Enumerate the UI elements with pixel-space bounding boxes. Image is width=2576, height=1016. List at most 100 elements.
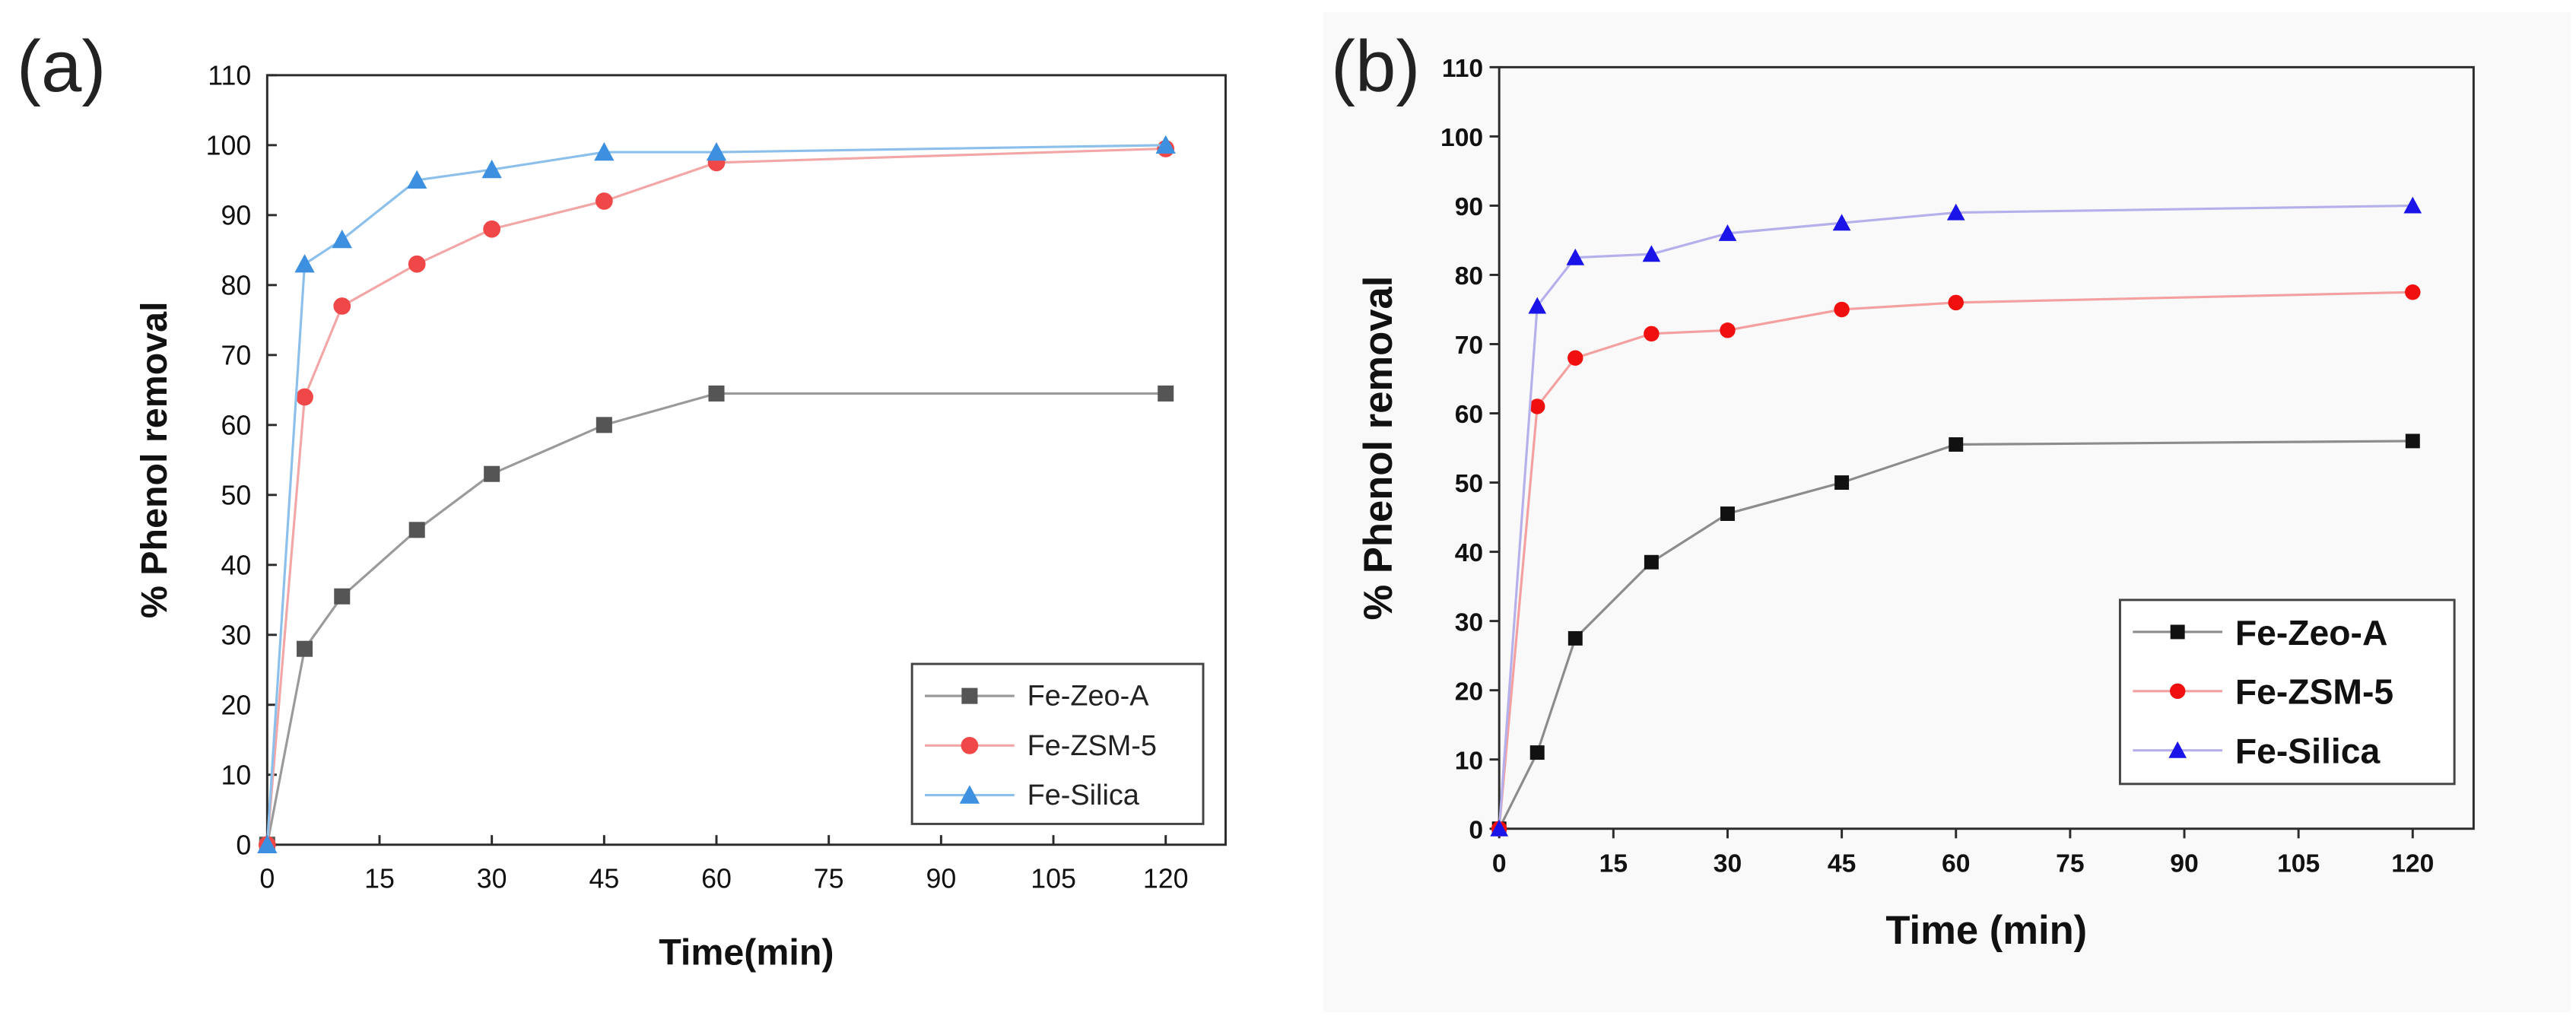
x-tick-label: 0 (1492, 850, 1507, 878)
data-point (1566, 248, 1585, 265)
x-tick-label: 75 (814, 864, 844, 894)
data-point (296, 388, 313, 406)
data-point (1948, 294, 1964, 311)
data-point (1158, 385, 1174, 402)
x-tick-label: 60 (1942, 850, 1970, 878)
series-line (1498, 204, 2413, 829)
data-point (407, 170, 427, 189)
series-line (265, 392, 1166, 846)
y-tick-label: 110 (208, 60, 251, 90)
y-axis-title: % Phenol removal (1356, 276, 1401, 621)
y-tick-label: 10 (1455, 747, 1483, 775)
y-tick-label: 80 (221, 270, 252, 300)
data-point (408, 522, 425, 538)
series-fe-zsm-5 (1491, 284, 2421, 837)
legend-label: Fe-Silica (2235, 731, 2381, 770)
data-point (706, 141, 727, 161)
y-tick-label: 100 (1440, 124, 1483, 152)
chart-a: 0 10 20 30 40 50 60 70 80 90 100 110 0 15 30 45 60 75 90 10… (134, 60, 1227, 973)
data-point (594, 141, 615, 161)
legend: Fe-Zeo-A Fe-ZSM-5 Fe-Silica (2118, 598, 2456, 786)
data-point (257, 834, 278, 853)
y-tick-label: 50 (221, 480, 252, 510)
series-fe-zeo-a (259, 385, 1174, 853)
data-point (2405, 433, 2420, 449)
legend-marker (961, 736, 979, 754)
y-tick-label: 70 (221, 340, 252, 370)
y-tick-label: 40 (1455, 539, 1483, 567)
legend-label: Fe-Zeo-A (2235, 613, 2387, 652)
y-tick-label: 20 (221, 690, 252, 720)
legend-label: Fe-ZSM-5 (1028, 730, 1157, 762)
data-point (1832, 214, 1851, 231)
legend: Fe-Zeo-A Fe-ZSM-5 Fe-Silica (910, 662, 1205, 825)
y-tick-label: 10 (221, 760, 252, 790)
data-point (297, 640, 313, 657)
x-axis-title: Time (min) (1885, 908, 2087, 953)
x-tick-label: 90 (926, 864, 956, 894)
x-tick-label: 90 (2170, 850, 2198, 878)
panel-b-background (1323, 12, 2571, 1012)
data-point (2405, 284, 2421, 300)
data-point (333, 297, 351, 315)
x-tick-label: 15 (1599, 850, 1628, 878)
legend-marker (961, 687, 978, 704)
data-point (1720, 506, 1735, 521)
y-tick-label: 90 (221, 200, 252, 230)
data-point (1834, 475, 1850, 491)
data-point (1642, 245, 1661, 262)
y-tick-label: 40 (221, 550, 252, 580)
legend-marker (2170, 624, 2185, 640)
panel-a-letter: (a) (17, 26, 106, 107)
plot-frame (265, 74, 1227, 846)
legend-box (910, 662, 1205, 825)
x-tick-label: 45 (1828, 850, 1856, 878)
data-point (1529, 398, 1545, 414)
y-tick-label: 30 (1455, 608, 1483, 637)
y-tick-label: 90 (1455, 193, 1483, 221)
data-point (481, 159, 502, 179)
data-point (1490, 819, 1509, 837)
y-tick-label: 30 (221, 620, 252, 650)
x-tick-label: 45 (589, 864, 619, 894)
legend-marker (2169, 683, 2186, 700)
series-line (265, 147, 1166, 845)
y-tick-label: 50 (1455, 470, 1483, 498)
panel-b-letter: (b) (1331, 26, 1420, 107)
data-point (1644, 554, 1659, 570)
y-tick-label: 100 (206, 130, 252, 160)
x-tick-label: 30 (1714, 850, 1742, 878)
series-fe-zeo-a (1491, 433, 2420, 837)
data-point (294, 254, 315, 273)
series-line (265, 144, 1166, 845)
data-point (596, 417, 612, 433)
x-axis-title: Time(min) (659, 932, 834, 973)
y-tick-label: 80 (1455, 262, 1483, 291)
x-tick-label: 105 (2277, 850, 2320, 878)
data-point (408, 255, 426, 273)
data-point (1720, 322, 1736, 338)
y-tick-label: 60 (221, 410, 252, 440)
y-tick-label: 0 (236, 830, 251, 860)
data-point (1834, 301, 1850, 318)
chart-b: 0 10 20 30 40 50 60 70 80 90 100 110 0 15 30 45 60 75 90 10… (1356, 55, 2475, 953)
data-point (484, 465, 500, 482)
x-tick-label: 75 (2056, 850, 2084, 878)
data-point (1644, 325, 1660, 342)
data-point (1946, 203, 1965, 221)
legend-label: Fe-Zeo-A (1028, 681, 1150, 713)
x-tick-label: 30 (477, 864, 507, 894)
x-tick-label: 120 (2391, 850, 2434, 878)
y-tick-label: 70 (1455, 332, 1483, 360)
data-point (334, 588, 351, 605)
y-tick-label: 20 (1455, 678, 1483, 706)
y-axis-title: % Phenol removal (134, 301, 175, 618)
plot-frame (1498, 65, 2475, 830)
legend-label: Fe-ZSM-5 (2235, 672, 2393, 712)
data-point (595, 192, 613, 210)
y-tick-label: 60 (1455, 401, 1483, 429)
x-tick-label: 60 (701, 864, 732, 894)
y-tick-label: 110 (1442, 55, 1483, 83)
data-point (483, 220, 501, 238)
